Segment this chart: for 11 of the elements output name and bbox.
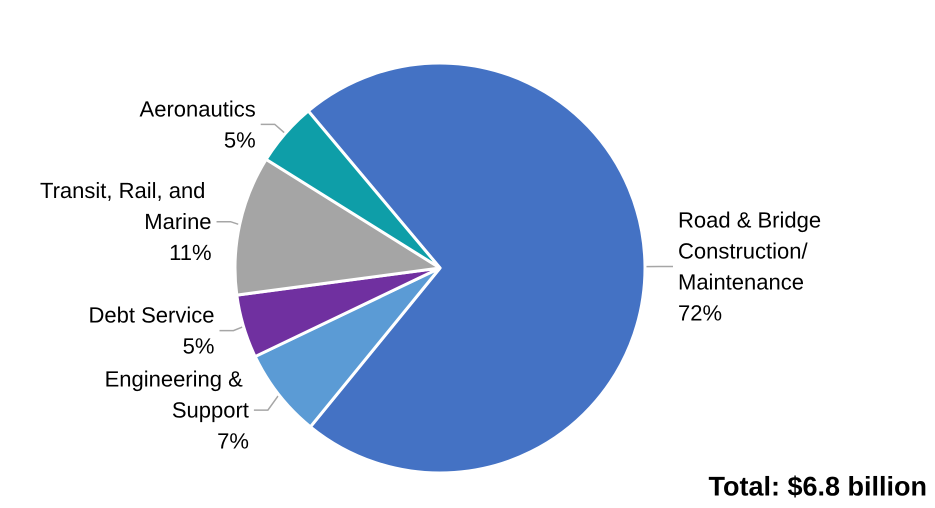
data-label: 72% [678,300,722,326]
text: Total: $6.8 billion [708,472,928,502]
data-label: 5% [182,334,214,359]
slice-label: Road & Bridge Construction/Maintenance [678,207,828,294]
data-label: 5% [224,127,256,152]
slice-label: Transit, Rail, and Marine [40,178,212,234]
slice-label: Engineering & Support [104,366,249,423]
slice-label: Debt Service [88,302,214,328]
data-label: 7% [217,428,249,454]
data-label: 11% [169,240,212,266]
slice-label: Aeronautics [140,96,256,122]
